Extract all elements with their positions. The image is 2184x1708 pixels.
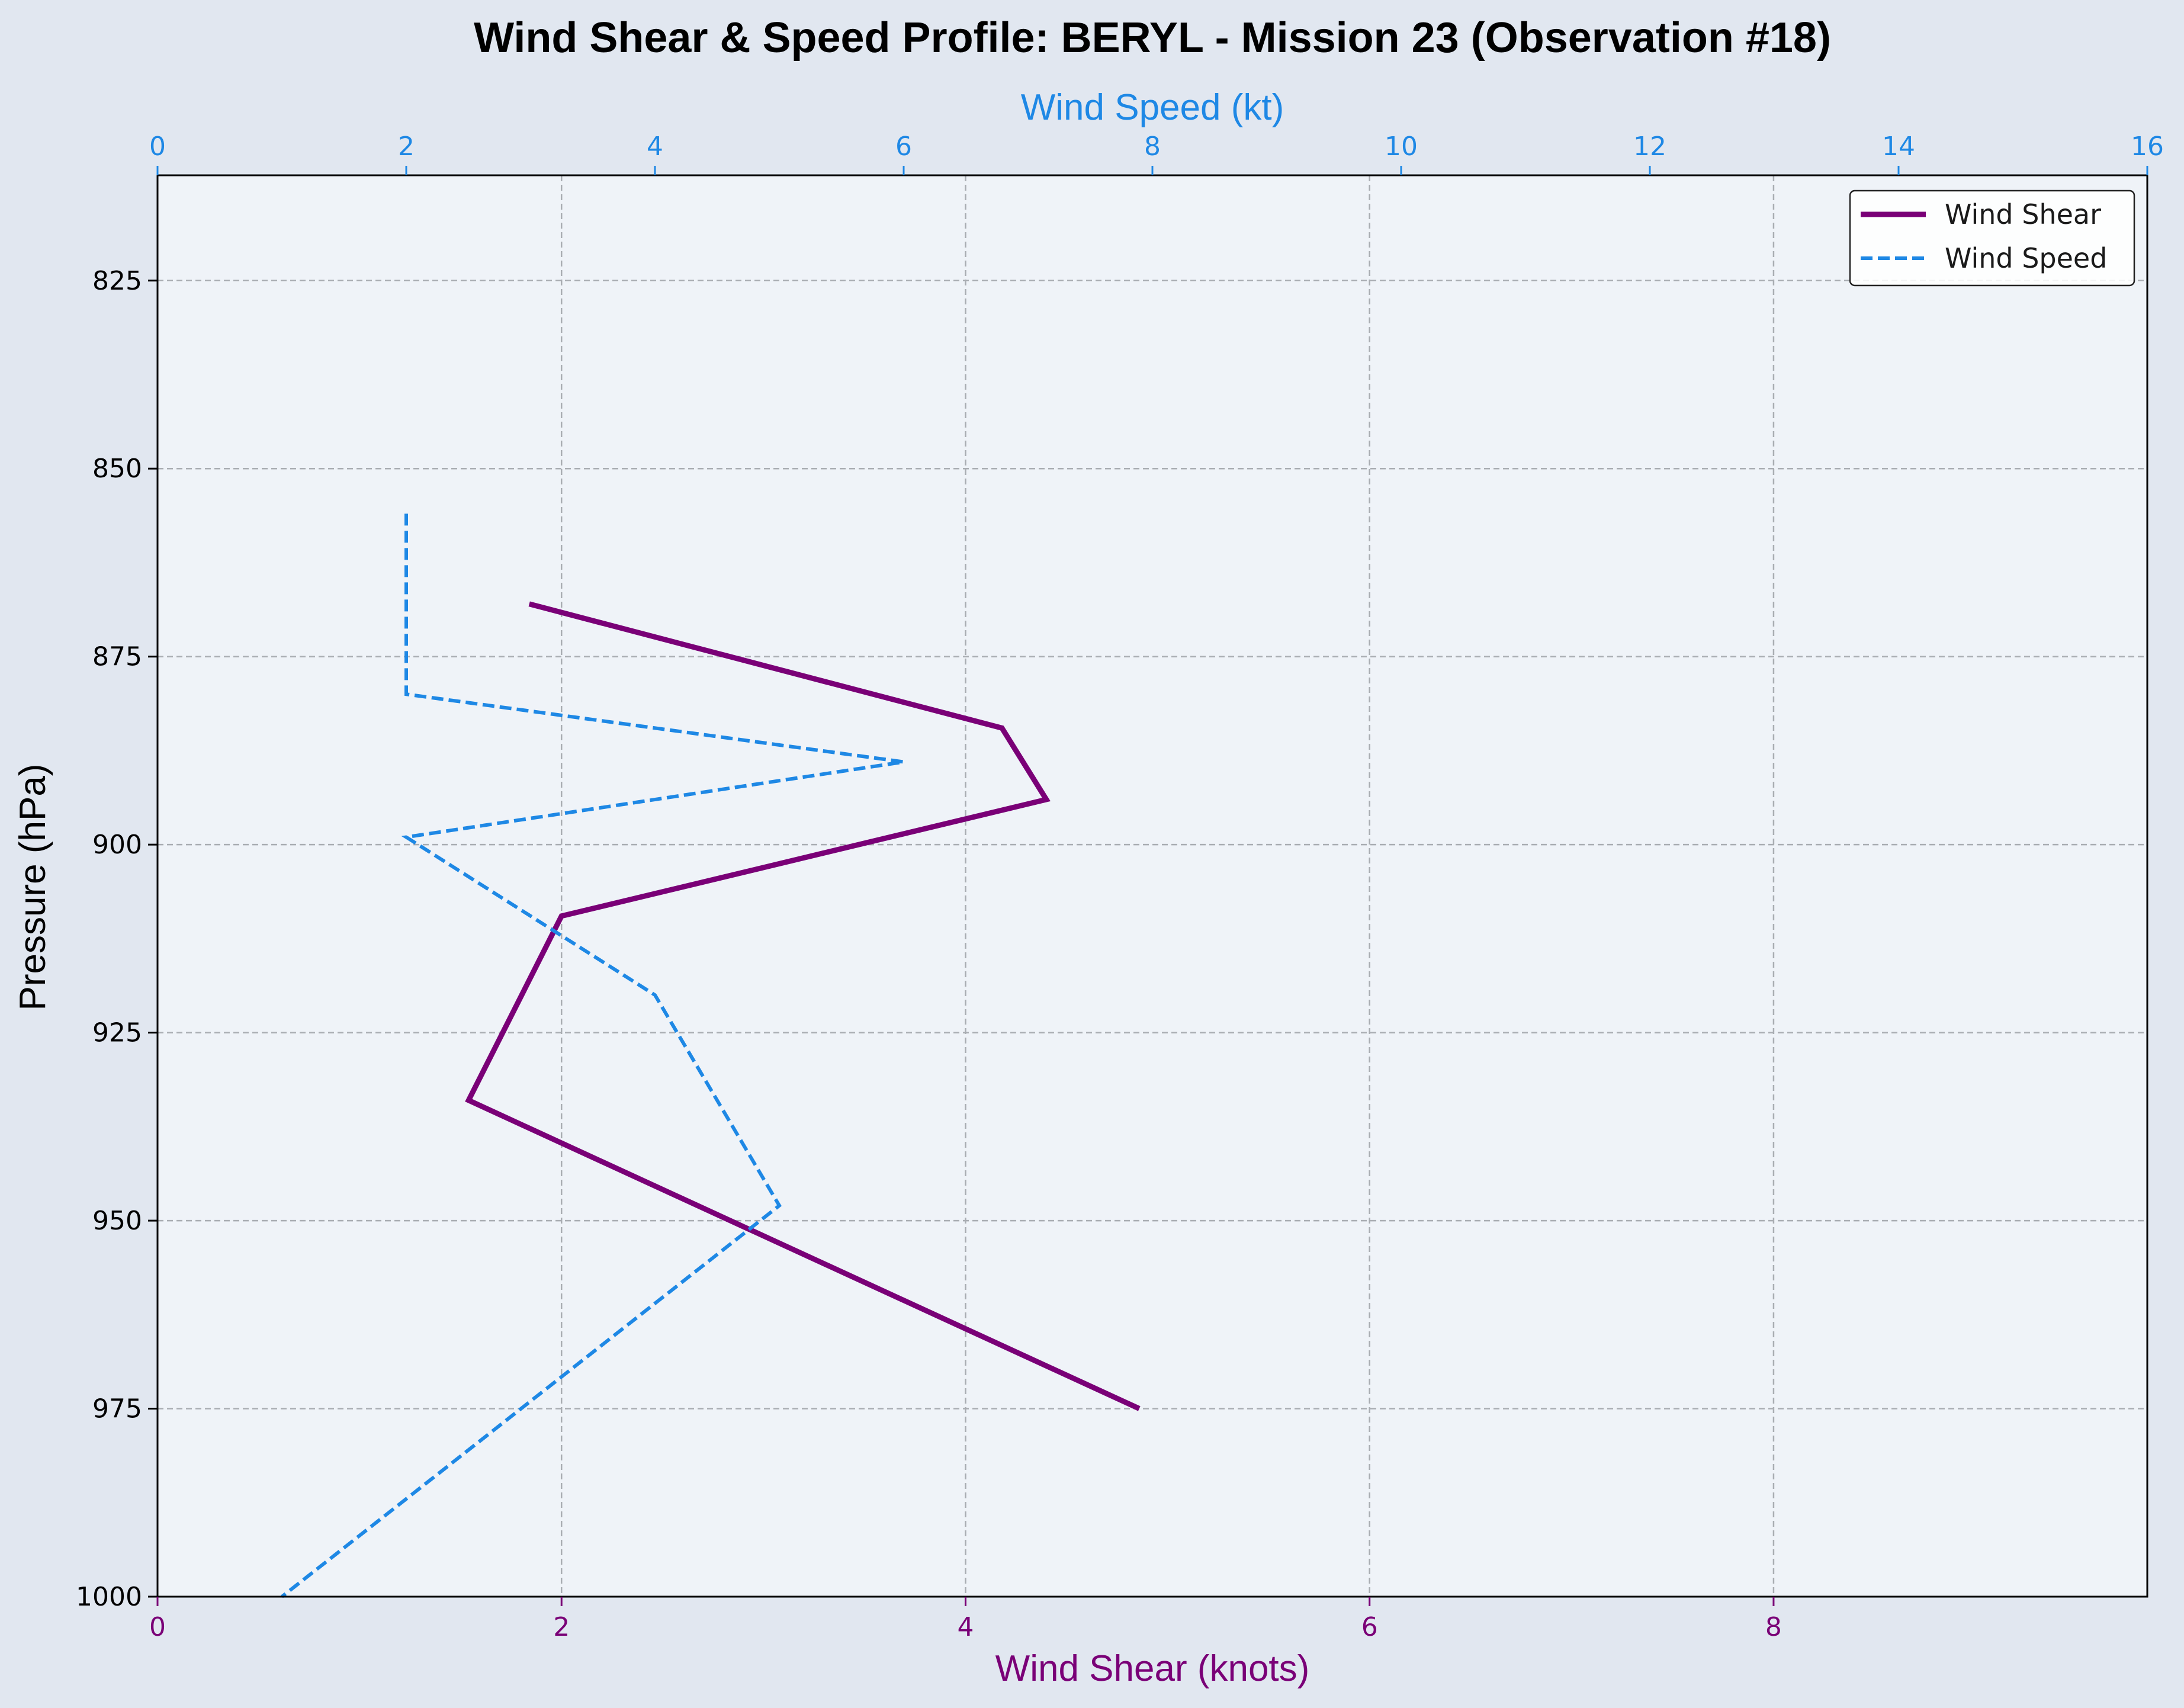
- plot-area: [158, 175, 2147, 1597]
- x-bottom-tick-label: 4: [957, 1612, 974, 1642]
- x-top-tick-label: 8: [1144, 131, 1161, 162]
- y-tick-label: 850: [92, 454, 142, 484]
- x-top-tick-label: 4: [647, 131, 663, 162]
- x-top-tick-label: 16: [2131, 131, 2164, 162]
- x-top-tick-label: 2: [398, 131, 415, 162]
- x-top-tick-label: 14: [1882, 131, 1915, 162]
- gridlines: [158, 175, 2147, 1597]
- legend: Wind Shear Wind Speed: [1849, 190, 2135, 287]
- x-axis-top-label: Wind Speed (kt): [1021, 87, 1284, 128]
- y-tick-label: 900: [92, 830, 142, 860]
- x-top-tick-label: 12: [1633, 131, 1666, 162]
- x-top-tick-label: 6: [895, 131, 912, 162]
- chart-title: Wind Shear & Speed Profile: BERYL - Miss…: [474, 14, 1831, 62]
- x-bottom-tick-label: 0: [149, 1612, 166, 1642]
- legend-label-wind-shear: Wind Shear: [1945, 198, 2101, 230]
- y-tick-label: 1000: [76, 1582, 142, 1612]
- y-axis-label: Pressure (hPa): [12, 764, 53, 1011]
- y-tick-label: 875: [92, 642, 142, 672]
- legend-label-wind-speed: Wind Speed: [1945, 242, 2107, 274]
- y-tick-label: 925: [92, 1018, 142, 1048]
- x-bottom-tick-label: 6: [1361, 1612, 1378, 1642]
- y-tick-label: 975: [92, 1394, 142, 1424]
- x-axis-bottom-label: Wind Shear (knots): [995, 1648, 1310, 1689]
- x-bottom-tick-label: 8: [1765, 1612, 1782, 1642]
- y-tick-label: 825: [92, 266, 142, 296]
- series-line-wind-shear: [465, 601, 1141, 1411]
- series-line-wind-speed: [281, 513, 904, 1598]
- x-bottom-tick-label: 2: [553, 1612, 570, 1642]
- y-tick-label: 950: [92, 1206, 142, 1236]
- x-top-tick-label: 10: [1385, 131, 1418, 162]
- series-lines: [281, 513, 1141, 1598]
- x-top-tick-label: 0: [149, 131, 166, 162]
